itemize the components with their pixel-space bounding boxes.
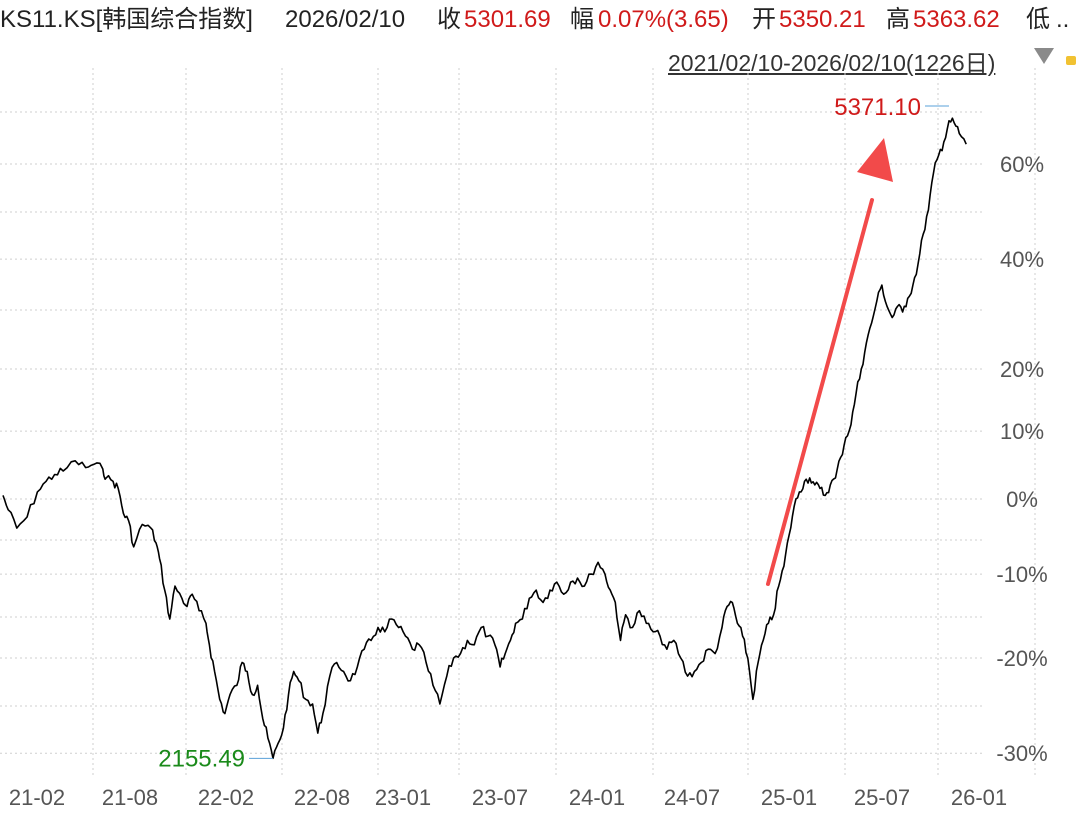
- quote-date: 2026/02/10: [285, 6, 406, 33]
- y-tick-label: 10%: [1000, 419, 1044, 444]
- high-value: 5363.62: [913, 6, 1000, 33]
- high-label: 高: [886, 6, 910, 33]
- dropdown-caret-icon[interactable]: [1034, 48, 1054, 64]
- y-tick-label: 40%: [1000, 247, 1044, 272]
- y-tick-label: 20%: [1000, 357, 1044, 382]
- grid-lines: [0, 68, 1036, 778]
- x-tick-label: 22-08: [294, 785, 350, 810]
- trend-arrow-shaft: [766, 198, 874, 586]
- close-value: 5301.69: [464, 6, 551, 33]
- open-label: 开: [752, 6, 776, 33]
- x-tick-label: 24-01: [569, 785, 625, 810]
- x-tick-label: 22-02: [198, 785, 254, 810]
- y-tick-label: 0%: [1006, 487, 1038, 512]
- y-tick-label: 60%: [1000, 152, 1044, 177]
- x-tick-label: 25-07: [854, 785, 910, 810]
- side-panel-icon[interactable]: [1066, 56, 1076, 65]
- close-label: 收: [437, 6, 461, 33]
- x-tick-label: 21-08: [102, 785, 158, 810]
- trend-arrow-head: [857, 138, 893, 182]
- y-tick-label: -30%: [996, 741, 1047, 766]
- max-value-label: 5371.10: [834, 94, 921, 121]
- y-tick-label: -10%: [996, 562, 1047, 587]
- price-series-line: [2, 117, 967, 760]
- symbol-title[interactable]: KS11.KS[韩国综合指数]: [0, 6, 253, 33]
- axis-labels: 60% 40% 20% 10% 0% -10% -20% -30% 21-02 21-08 22-0…: [9, 152, 1048, 810]
- y-tick-label: -20%: [996, 646, 1047, 671]
- x-tick-label: 25-01: [761, 785, 817, 810]
- date-range-selector[interactable]: 2021/02/10-2026/02/10(1226日): [668, 50, 996, 76]
- change-label: 幅: [570, 6, 594, 33]
- x-tick-label: 21-02: [9, 785, 65, 810]
- low-label: 低: [1026, 6, 1050, 33]
- x-tick-label: 26-01: [951, 785, 1007, 810]
- x-tick-label: 23-01: [375, 785, 431, 810]
- annotations: 5371.10 2155.49: [158, 94, 949, 772]
- x-tick-label: 24-07: [664, 785, 720, 810]
- min-value-label: 2155.49: [158, 745, 245, 772]
- change-value: 0.07%(3.65): [598, 6, 729, 33]
- series-layer: [2, 117, 967, 760]
- quote-header: KS11.KS[韩国综合指数] 2026/02/10 收 5301.69 幅 0…: [0, 0, 1080, 40]
- x-tick-label: 23-07: [472, 785, 528, 810]
- open-value: 5350.21: [779, 6, 866, 33]
- more-indicator[interactable]: ..: [1056, 6, 1070, 33]
